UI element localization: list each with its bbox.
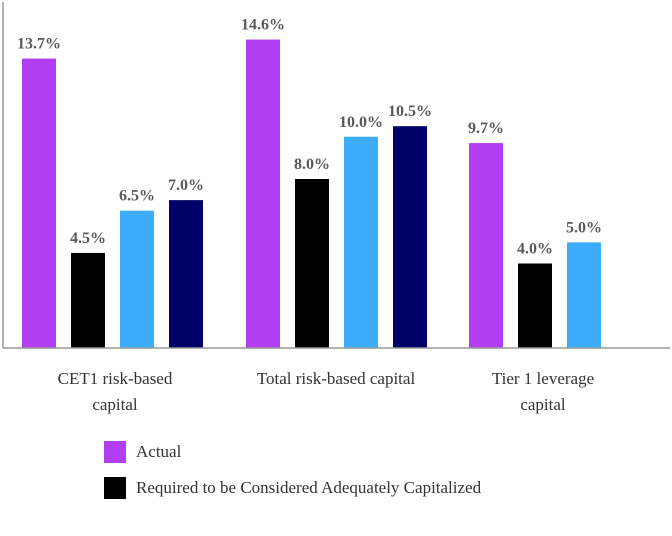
bar: [469, 143, 503, 348]
data-label: 14.6%: [241, 17, 285, 34]
bar: [567, 242, 601, 348]
data-label: 10.0%: [339, 114, 383, 131]
bar: [295, 179, 329, 348]
legend-label-actual: Actual: [136, 442, 182, 461]
bar: [169, 200, 203, 348]
legend: Actual Required to be Considered Adequat…: [104, 440, 481, 512]
legend-swatch-required: [104, 477, 126, 499]
data-label: 13.7%: [17, 36, 61, 53]
data-label: 4.5%: [70, 230, 106, 247]
legend-label-required: Required to be Considered Adequately Cap…: [136, 478, 482, 497]
data-label: 4.0%: [517, 241, 553, 258]
bar-chart: 13.7% 4.5% 6.5% 7.0% 14.6% 8.0% 10.0% 10.5% 9.7%…: [2, 2, 670, 349]
data-label: 10.5%: [388, 103, 432, 120]
bar: [246, 39, 280, 348]
category-label-line: capital: [92, 395, 138, 414]
data-label: 8.0%: [294, 156, 330, 173]
data-label: 9.7%: [468, 120, 504, 137]
legend-item-required: Required to be Considered Adequately Cap…: [104, 476, 481, 500]
bar: [71, 252, 105, 348]
bar: [120, 210, 154, 348]
category-label-line: capital: [520, 395, 566, 414]
category-label-line: Tier 1 leverage: [491, 369, 595, 388]
legend-item-actual: Actual: [104, 440, 481, 464]
bar: [518, 263, 552, 348]
legend-swatch-actual: [104, 441, 126, 463]
category-label-tier1: Tier 1 leverage capital: [428, 366, 658, 418]
data-label: 5.0%: [566, 219, 602, 236]
category-label-total: Total risk-based capital: [221, 366, 451, 392]
category-label-line: CET1 risk-based: [57, 369, 173, 388]
category-label-line: Total risk-based capital: [256, 369, 416, 388]
data-label: 6.5%: [119, 188, 155, 205]
bar: [393, 126, 427, 348]
category-label-cet1: CET1 risk-based capital: [0, 366, 230, 418]
data-label: 7.0%: [168, 177, 204, 194]
bar: [344, 136, 378, 348]
bar: [22, 58, 56, 349]
